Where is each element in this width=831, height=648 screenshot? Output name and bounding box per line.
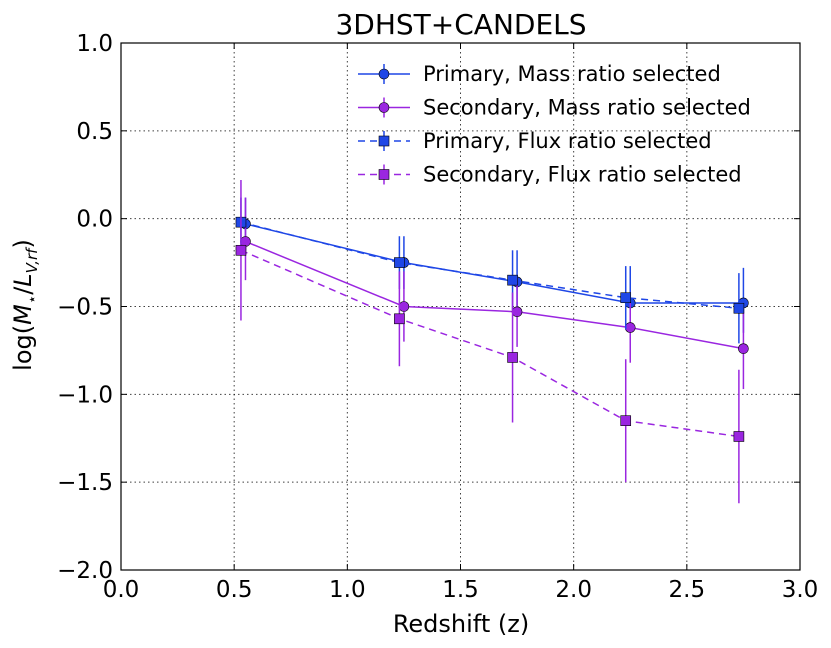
chart-title: 3DHST+CANDELS [335,8,586,41]
series-layer [235,180,749,504]
y-tick-label: −0.5 [57,295,113,321]
data-point [733,431,745,442]
data-point [620,415,632,426]
x-tick-label: 2.0 [555,577,592,603]
series-2 [240,197,749,390]
legend-marker [378,169,390,180]
grid [121,43,800,570]
y-axis-title-slash: / [9,286,37,295]
legend: Primary, Mass ratio selected Secondary, M… [358,62,751,187]
series-4 [235,180,745,504]
data-point [507,352,518,363]
data-point [620,292,632,304]
legend-marker [378,102,390,113]
x-tick-label: 0.5 [216,577,253,603]
x-tick-label: 3.0 [782,577,819,603]
ticks: 0.0 0.5 1.0 1.5 2.0 2.5 3.0 −2.0 −1.5 −1.0 −0.5 0.0… [57,31,818,603]
y-tick-label: −1.0 [57,382,113,408]
y-tick-label: −1.5 [57,470,113,496]
y-axis-title-suffix: ) [9,239,37,248]
y-tick-label: 0.0 [76,207,113,233]
data-point [235,244,247,256]
legend-marker [378,135,390,147]
x-axis-title: Redshift (z) [393,610,529,638]
legend-label: Secondary, Mass ratio selected [423,96,751,120]
legend-entry: Secondary, Mass ratio selected [358,96,751,120]
y-axis-title-lum: L [9,273,37,286]
y-axis-title-star: ⋆ [23,295,41,304]
y-tick-label: 1.0 [76,31,113,57]
data-point [624,322,636,333]
data-point [394,257,405,268]
legend-marker [378,68,390,80]
legend-entry: Primary, Mass ratio selected [358,62,721,86]
y-tick-label: 0.5 [76,119,113,145]
data-point [738,343,749,354]
data-point [507,274,518,286]
x-tick-label: 0.0 [103,577,140,603]
x-tick-label: 2.5 [669,577,706,603]
y-axis-title-mass: M [9,304,37,325]
legend-label: Primary, Flux ratio selected [423,129,712,153]
y-axis-title: log(M⋆/LV,rf) [9,239,41,371]
data-point [398,301,410,312]
data-point [511,306,523,318]
y-tick-label: −2.0 [57,558,113,584]
x-tick-label: 1.5 [442,577,479,603]
y-axis-title-subscript: V,rf [23,246,41,273]
x-tick-label: 1.0 [329,577,366,603]
y-axis-title-prefix: log( [9,325,37,371]
legend-entry: Primary, Flux ratio selected [358,129,712,153]
legend-label: Secondary, Flux ratio selected [423,163,742,187]
data-point [394,313,405,325]
data-point [733,302,745,314]
legend-entry: Secondary, Flux ratio selected [358,163,742,187]
legend-label: Primary, Mass ratio selected [423,62,721,86]
